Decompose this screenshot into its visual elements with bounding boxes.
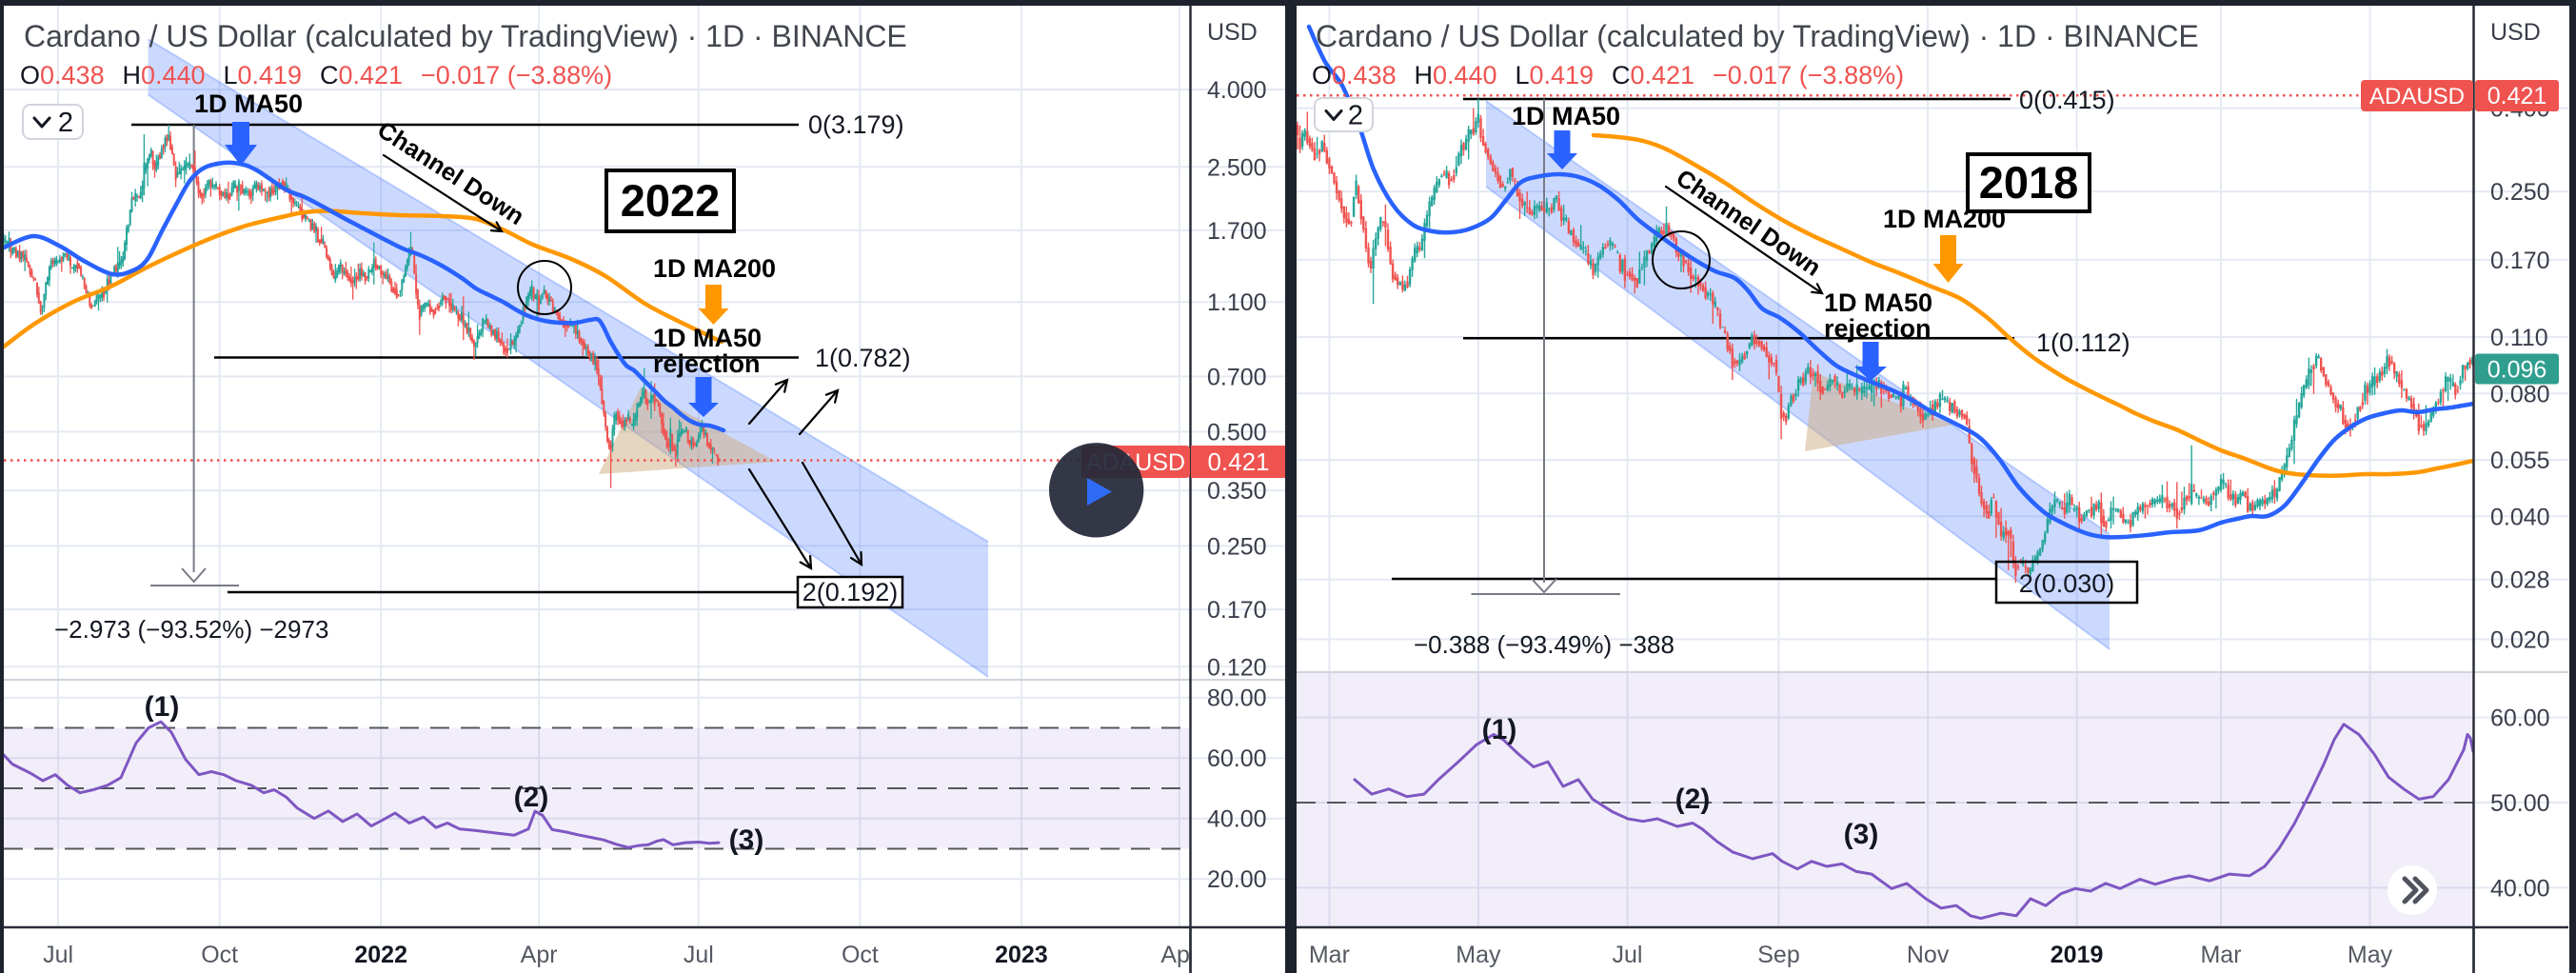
svg-text:0.170: 0.170 bbox=[2490, 248, 2550, 274]
svg-text:1D MA50: 1D MA50 bbox=[1824, 288, 1932, 317]
svg-text:0(0.415): 0(0.415) bbox=[2019, 86, 2115, 114]
svg-text:1D MA50: 1D MA50 bbox=[194, 89, 303, 118]
svg-text:(1): (1) bbox=[1482, 714, 1517, 745]
svg-text:0.500: 0.500 bbox=[1207, 420, 1267, 447]
svg-text:0.020: 0.020 bbox=[2490, 626, 2550, 653]
svg-text:0(3.179): 0(3.179) bbox=[808, 110, 904, 139]
svg-text:O0.438 H0.440 L0.419 C0.421: O0.438 H0.440 L0.419 C0.421 −0.017 (−3.8… bbox=[20, 61, 612, 89]
svg-text:ADAUSD: ADAUSD bbox=[2369, 84, 2465, 109]
svg-text:O0.438 H0.440 L0.419 C0.421: O0.438 H0.440 L0.419 C0.421 −0.017 (−3.8… bbox=[1312, 61, 1904, 89]
svg-text:1D MA200: 1D MA200 bbox=[653, 254, 776, 283]
svg-text:2: 2 bbox=[1348, 101, 1363, 131]
svg-text:0.120: 0.120 bbox=[1207, 654, 1267, 681]
svg-text:1D MA200: 1D MA200 bbox=[1883, 205, 2006, 233]
svg-text:2(0.030): 2(0.030) bbox=[2019, 569, 2115, 598]
svg-text:1D MA50: 1D MA50 bbox=[653, 324, 762, 352]
svg-text:0.700: 0.700 bbox=[1207, 364, 1267, 390]
svg-text:Apr: Apr bbox=[521, 942, 558, 968]
svg-text:(1): (1) bbox=[145, 691, 180, 723]
svg-text:Mar: Mar bbox=[2200, 942, 2241, 968]
svg-text:Sep: Sep bbox=[1757, 942, 1799, 968]
svg-text:50.00: 50.00 bbox=[2490, 790, 2550, 817]
svg-text:May: May bbox=[1456, 942, 1501, 968]
svg-text:1.100: 1.100 bbox=[1207, 289, 1267, 316]
svg-text:Oct: Oct bbox=[201, 942, 238, 968]
svg-text:40.00: 40.00 bbox=[2490, 875, 2550, 902]
svg-text:(3): (3) bbox=[1844, 819, 1879, 850]
svg-text:0.080: 0.080 bbox=[2490, 381, 2550, 407]
svg-text:rejection: rejection bbox=[653, 349, 761, 378]
svg-text:0.421: 0.421 bbox=[1207, 447, 1269, 476]
svg-text:Cardano / US Dollar (calculate: Cardano / US Dollar (calculated by Tradi… bbox=[1316, 19, 2199, 53]
svg-text:USD: USD bbox=[2490, 19, 2541, 46]
svg-text:0.028: 0.028 bbox=[2490, 567, 2550, 594]
svg-text:May: May bbox=[2348, 942, 2393, 968]
svg-text:(3): (3) bbox=[729, 824, 764, 856]
svg-text:Cardano / US Dollar (calculate: Cardano / US Dollar (calculated by Tradi… bbox=[24, 19, 907, 53]
svg-text:(2): (2) bbox=[514, 782, 549, 813]
svg-text:2022: 2022 bbox=[621, 175, 721, 226]
svg-text:(2): (2) bbox=[1675, 784, 1711, 815]
svg-text:60.00: 60.00 bbox=[2490, 705, 2550, 732]
svg-text:0.055: 0.055 bbox=[2490, 447, 2550, 474]
svg-text:0.421: 0.421 bbox=[2487, 83, 2547, 109]
svg-text:2022: 2022 bbox=[354, 942, 407, 968]
svg-text:0.096: 0.096 bbox=[2487, 357, 2547, 384]
svg-text:2.500: 2.500 bbox=[1207, 154, 1267, 181]
svg-text:Jul: Jul bbox=[1613, 942, 1643, 968]
svg-text:1.700: 1.700 bbox=[1207, 218, 1267, 245]
svg-text:−2.973 (−93.52%) −2973: −2.973 (−93.52%) −2973 bbox=[54, 615, 328, 644]
svg-text:2023: 2023 bbox=[995, 942, 1048, 968]
svg-text:2019: 2019 bbox=[2051, 942, 2104, 968]
svg-text:20.00: 20.00 bbox=[1207, 866, 1267, 893]
svg-text:80.00: 80.00 bbox=[1207, 685, 1267, 712]
svg-text:rejection: rejection bbox=[1824, 314, 1932, 343]
svg-text:2(0.192): 2(0.192) bbox=[803, 578, 899, 606]
svg-text:Apr: Apr bbox=[1160, 942, 1198, 968]
svg-text:0.170: 0.170 bbox=[1207, 597, 1267, 624]
svg-text:60.00: 60.00 bbox=[1207, 745, 1267, 772]
svg-text:Jul: Jul bbox=[684, 942, 714, 968]
svg-text:1D MA50: 1D MA50 bbox=[1512, 102, 1620, 130]
svg-text:0.110: 0.110 bbox=[2490, 325, 2548, 351]
svg-text:0.250: 0.250 bbox=[1207, 533, 1267, 560]
svg-text:1(0.112): 1(0.112) bbox=[2036, 328, 2130, 357]
svg-text:USD: USD bbox=[1207, 19, 1258, 46]
svg-text:1(0.782): 1(0.782) bbox=[815, 344, 911, 372]
svg-text:0.250: 0.250 bbox=[2490, 179, 2550, 206]
svg-text:0.350: 0.350 bbox=[1207, 478, 1267, 505]
svg-text:40.00: 40.00 bbox=[1207, 806, 1267, 833]
svg-text:Oct: Oct bbox=[842, 942, 879, 968]
svg-text:0.040: 0.040 bbox=[2490, 504, 2550, 530]
svg-text:2: 2 bbox=[58, 108, 73, 138]
svg-text:Jul: Jul bbox=[43, 942, 73, 968]
svg-text:Mar: Mar bbox=[1309, 942, 1350, 968]
svg-text:4.000: 4.000 bbox=[1207, 77, 1267, 104]
svg-text:2018: 2018 bbox=[1979, 157, 2079, 208]
svg-text:Nov: Nov bbox=[1907, 942, 1950, 968]
svg-text:−0.388 (−93.49%) −388: −0.388 (−93.49%) −388 bbox=[1414, 630, 1674, 659]
